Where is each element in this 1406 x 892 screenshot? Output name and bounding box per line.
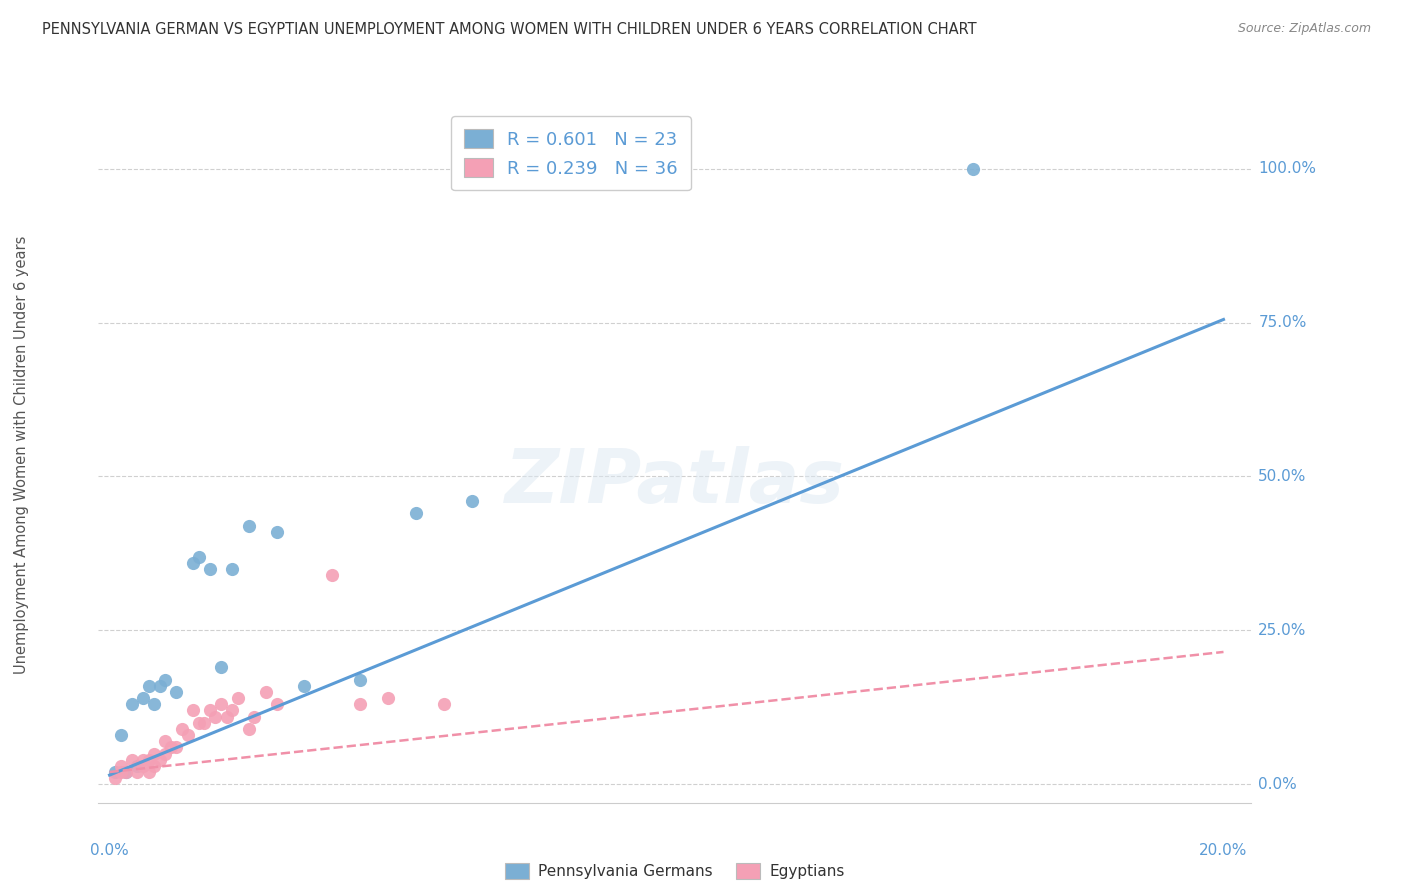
Point xyxy=(138,679,160,693)
Point xyxy=(187,715,209,730)
Text: 0.0%: 0.0% xyxy=(1258,777,1298,792)
Point xyxy=(155,747,177,761)
Point xyxy=(104,771,127,785)
Point xyxy=(110,728,132,742)
Point xyxy=(127,759,149,773)
Point xyxy=(238,722,260,736)
Point xyxy=(115,764,138,779)
Point xyxy=(266,524,288,539)
Point xyxy=(254,685,277,699)
Point xyxy=(243,709,266,723)
Text: Unemployment Among Women with Children Under 6 years: Unemployment Among Women with Children U… xyxy=(14,235,28,674)
Point xyxy=(170,722,193,736)
Point xyxy=(405,507,427,521)
Point xyxy=(165,740,187,755)
Point xyxy=(176,728,198,742)
Point xyxy=(226,691,249,706)
Point xyxy=(143,698,166,712)
Point xyxy=(198,703,221,717)
Point xyxy=(121,753,143,767)
Point xyxy=(187,549,209,564)
Point xyxy=(110,759,132,773)
Point xyxy=(110,764,132,779)
Text: 75.0%: 75.0% xyxy=(1258,315,1306,330)
Point xyxy=(181,703,204,717)
Point xyxy=(460,494,482,508)
Point xyxy=(221,562,243,576)
Point xyxy=(149,679,172,693)
Point xyxy=(266,698,288,712)
Text: 20.0%: 20.0% xyxy=(1199,843,1247,858)
Point xyxy=(221,703,243,717)
Text: Source: ZipAtlas.com: Source: ZipAtlas.com xyxy=(1237,22,1371,36)
Point xyxy=(132,759,155,773)
Point xyxy=(155,673,177,687)
Text: ZIPatlas: ZIPatlas xyxy=(505,446,845,519)
Point xyxy=(104,764,127,779)
Point xyxy=(159,740,181,755)
Point xyxy=(138,753,160,767)
Legend: Pennsylvania Germans, Egyptians: Pennsylvania Germans, Egyptians xyxy=(499,856,851,886)
Point xyxy=(143,747,166,761)
Point xyxy=(143,759,166,773)
Point xyxy=(238,518,260,533)
Point xyxy=(204,709,226,723)
Point xyxy=(132,753,155,767)
Point xyxy=(121,698,143,712)
Point xyxy=(294,679,316,693)
Point xyxy=(193,715,215,730)
Point xyxy=(349,673,371,687)
Point xyxy=(181,556,204,570)
Point xyxy=(132,691,155,706)
Point xyxy=(349,698,371,712)
Point xyxy=(198,562,221,576)
Point xyxy=(215,709,238,723)
Point xyxy=(115,764,138,779)
Point xyxy=(321,568,343,582)
Text: 50.0%: 50.0% xyxy=(1258,469,1306,484)
Point xyxy=(209,660,232,674)
Point xyxy=(433,698,456,712)
Point xyxy=(127,764,149,779)
Text: 100.0%: 100.0% xyxy=(1258,161,1316,176)
Point xyxy=(165,685,187,699)
Point xyxy=(377,691,399,706)
Point xyxy=(155,734,177,748)
Point xyxy=(138,764,160,779)
Point xyxy=(149,753,172,767)
Text: 25.0%: 25.0% xyxy=(1258,623,1306,638)
Point xyxy=(209,698,232,712)
Point xyxy=(962,161,984,176)
Text: PENNSYLVANIA GERMAN VS EGYPTIAN UNEMPLOYMENT AMONG WOMEN WITH CHILDREN UNDER 6 Y: PENNSYLVANIA GERMAN VS EGYPTIAN UNEMPLOY… xyxy=(42,22,977,37)
Text: 0.0%: 0.0% xyxy=(90,843,129,858)
